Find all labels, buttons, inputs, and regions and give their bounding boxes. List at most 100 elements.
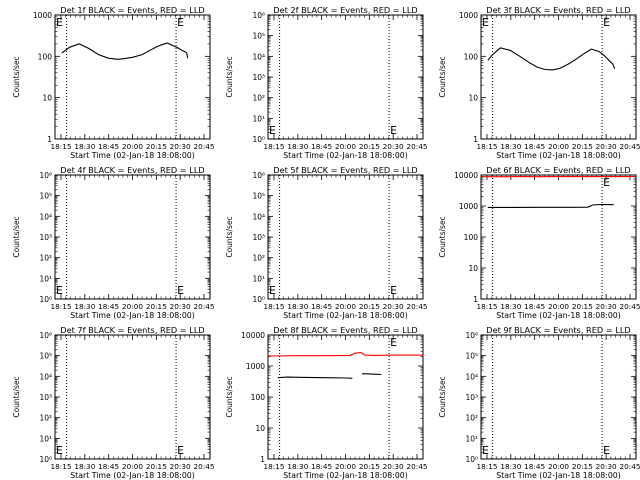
event-marker-label: E bbox=[390, 124, 397, 137]
x-tick-label: 20:45 bbox=[193, 302, 214, 311]
x-tick-label: 20:45 bbox=[406, 142, 427, 151]
panel-title: Det 6f BLACK = Events, RED = LLD bbox=[486, 165, 630, 175]
y-tick-label: 10 bbox=[468, 94, 478, 103]
x-axis-label: Start Time (02-Jan-18 18:08:00) bbox=[496, 151, 621, 160]
x-tick-label: 20:15 bbox=[359, 462, 380, 471]
y-tick-label: 1000 bbox=[459, 202, 478, 211]
y-tick-label: 10³ bbox=[465, 393, 478, 402]
y-tick-label: 1000 bbox=[459, 11, 478, 20]
x-tick-label: 18:15 bbox=[50, 142, 71, 151]
x-tick-label: 20:00 bbox=[548, 302, 569, 311]
x-axis-label: Start Time (02-Jan-18 18:08:00) bbox=[70, 151, 195, 160]
y-tick-label: 10⁴ bbox=[39, 212, 52, 221]
y-tick-label: 10⁶ bbox=[252, 11, 265, 20]
x-tick-label: 20:15 bbox=[146, 142, 167, 151]
x-tick-label: 20:45 bbox=[193, 142, 214, 151]
detector-panel-4: Det 4f BLACK = Events, RED = LLD 10⁰ 10¹ 10… bbox=[12, 165, 215, 320]
x-tick-label: 18:45 bbox=[98, 302, 119, 311]
x-tick-label: 20:30 bbox=[596, 462, 617, 471]
x-tick-label: 20:30 bbox=[383, 142, 404, 151]
x-axis-label: Start Time (02-Jan-18 18:08:00) bbox=[70, 311, 195, 320]
y-tick-label: 10 bbox=[468, 264, 478, 273]
x-tick-label: 18:30 bbox=[74, 302, 95, 311]
plot-frame bbox=[267, 174, 424, 300]
lld-rate-line bbox=[267, 352, 423, 357]
x-axis-label: Start Time (02-Jan-18 18:08:00) bbox=[283, 311, 408, 320]
y-tick-label: 100 bbox=[38, 52, 53, 61]
panel-title: Det 2f BLACK = Events, RED = LLD bbox=[273, 5, 417, 15]
y-axis-label: Counts/sec bbox=[225, 56, 234, 97]
y-tick-label: 10² bbox=[252, 94, 265, 103]
plot-frame bbox=[54, 14, 211, 140]
x-axis-label: Start Time (02-Jan-18 18:08:00) bbox=[496, 311, 621, 320]
x-tick-label: 20:15 bbox=[146, 462, 167, 471]
y-axis-label: Counts/sec bbox=[438, 376, 447, 417]
events-rate-line bbox=[362, 373, 382, 376]
y-tick-label: 10⁶ bbox=[465, 331, 478, 340]
event-marker-label: E bbox=[603, 16, 610, 29]
y-tick-label: 10⁰ bbox=[465, 455, 478, 464]
y-tick-label: 1 bbox=[473, 295, 478, 304]
x-tick-label: 20:15 bbox=[359, 142, 380, 151]
x-tick-label: 20:30 bbox=[383, 462, 404, 471]
events-rate-line bbox=[277, 376, 353, 379]
x-tick-label: 18:15 bbox=[476, 462, 497, 471]
events-rate-line bbox=[487, 47, 616, 71]
y-axis-label: Counts/sec bbox=[12, 376, 21, 417]
y-tick-label: 10 bbox=[42, 94, 52, 103]
y-tick-label: 10⁵ bbox=[252, 192, 265, 201]
y-axis-label: Counts/sec bbox=[225, 216, 234, 257]
event-marker-label: E bbox=[269, 124, 276, 137]
x-tick-label: 18:45 bbox=[524, 462, 545, 471]
y-tick-label: 10⁴ bbox=[465, 372, 478, 381]
y-axis-label: Counts/sec bbox=[438, 56, 447, 97]
y-tick-label: 10⁶ bbox=[252, 171, 265, 180]
x-tick-label: 20:45 bbox=[619, 302, 640, 311]
x-axis-label: Start Time (02-Jan-18 18:08:00) bbox=[283, 151, 408, 160]
y-tick-label: 10¹ bbox=[39, 434, 52, 443]
y-tick-label: 10000 bbox=[454, 171, 478, 180]
x-tick-label: 20:30 bbox=[596, 142, 617, 151]
x-tick-label: 18:45 bbox=[311, 302, 332, 311]
y-tick-label: 10 bbox=[255, 424, 265, 433]
detector-panel-2: Det 2f BLACK = Events, RED = LLD 10⁰ 10¹ 10… bbox=[225, 5, 428, 160]
y-tick-label: 10⁶ bbox=[39, 171, 52, 180]
event-marker-label: E bbox=[603, 444, 610, 457]
x-tick-label: 18:30 bbox=[500, 142, 521, 151]
x-tick-label: 20:45 bbox=[406, 462, 427, 471]
x-axis-label: Start Time (02-Jan-18 18:08:00) bbox=[283, 471, 408, 480]
y-tick-label: 100 bbox=[251, 393, 266, 402]
x-tick-label: 20:15 bbox=[572, 302, 593, 311]
x-tick-label: 18:45 bbox=[98, 462, 119, 471]
y-tick-label: 10³ bbox=[39, 393, 52, 402]
plot-frame bbox=[480, 174, 637, 300]
y-tick-label: 10³ bbox=[252, 73, 265, 82]
panel-title: Det 1f BLACK = Events, RED = LLD bbox=[60, 5, 204, 15]
detector-panel-3: Det 3f BLACK = Events, RED = LLD 1 10 100 10… bbox=[438, 5, 640, 160]
x-tick-label: 18:30 bbox=[287, 142, 308, 151]
x-tick-label: 18:30 bbox=[500, 302, 521, 311]
y-tick-label: 10⁴ bbox=[39, 372, 52, 381]
x-axis-label: Start Time (02-Jan-18 18:08:00) bbox=[70, 471, 195, 480]
x-tick-label: 20:30 bbox=[383, 302, 404, 311]
y-tick-label: 10⁵ bbox=[39, 352, 52, 361]
plot-frame bbox=[480, 334, 637, 460]
y-tick-label: 10⁶ bbox=[39, 331, 52, 340]
event-marker-label: E bbox=[482, 16, 489, 29]
plot-frame bbox=[267, 14, 424, 140]
x-tick-label: 18:15 bbox=[50, 302, 71, 311]
x-tick-label: 20:00 bbox=[335, 302, 356, 311]
x-tick-label: 20:15 bbox=[359, 302, 380, 311]
x-tick-label: 20:45 bbox=[193, 462, 214, 471]
event-marker-label: E bbox=[390, 336, 397, 349]
detector-panel-7: Det 7f BLACK = Events, RED = LLD 10⁰ 10¹ 10… bbox=[12, 325, 215, 480]
event-marker-label: E bbox=[177, 16, 184, 29]
y-tick-label: 10² bbox=[39, 254, 52, 263]
detector-panel-1: Det 1f BLACK = Events, RED = LLD 1 10 100 10… bbox=[12, 5, 215, 160]
x-tick-label: 18:45 bbox=[524, 302, 545, 311]
y-tick-label: 10000 bbox=[241, 331, 265, 340]
x-tick-label: 20:45 bbox=[619, 462, 640, 471]
y-axis-label: Counts/sec bbox=[12, 56, 21, 97]
